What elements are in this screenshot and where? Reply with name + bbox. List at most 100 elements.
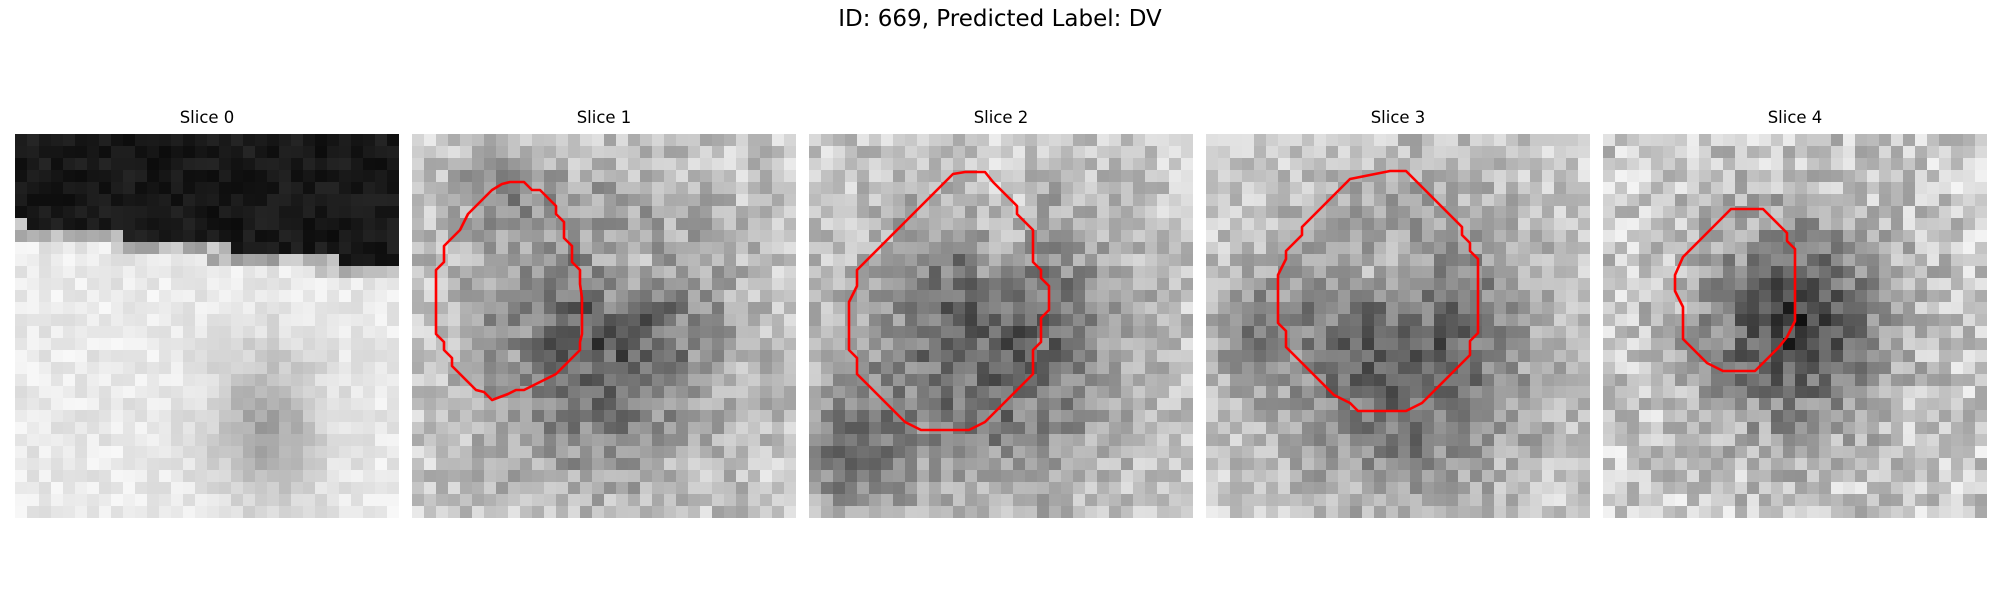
- pixel-cell: [1494, 206, 1507, 219]
- pixel-cell: [736, 386, 749, 399]
- pixel-cell: [1206, 410, 1219, 423]
- pixel-cell: [989, 362, 1002, 375]
- pixel-cell: [1903, 170, 1916, 183]
- pixel-cell: [893, 182, 906, 195]
- pixel-cell: [905, 482, 918, 495]
- pixel-cell: [1302, 458, 1315, 471]
- pixel-cell: [1097, 134, 1110, 147]
- pixel-cell: [135, 314, 148, 327]
- pixel-cell: [1615, 350, 1628, 363]
- pixel-cell: [1230, 194, 1243, 207]
- pixel-cell: [965, 494, 978, 507]
- pixel-cell: [688, 302, 701, 315]
- pixel-cell: [1218, 194, 1231, 207]
- pixel-cell: [219, 386, 232, 399]
- pixel-cell: [39, 338, 52, 351]
- pixel-cell: [1879, 218, 1892, 231]
- pixel-cell: [1230, 326, 1243, 339]
- pixel-cell: [51, 182, 64, 195]
- pixel-cell: [1362, 302, 1375, 315]
- pixel-cell: [1554, 482, 1567, 495]
- pixel-cell: [1566, 410, 1579, 423]
- pixel-cell: [917, 302, 930, 315]
- pixel-cell: [532, 494, 545, 507]
- pixel-cell: [1121, 170, 1134, 183]
- pixel-cell: [39, 422, 52, 435]
- pixel-cell: [135, 230, 148, 243]
- pixel-cell: [977, 218, 990, 231]
- pixel-cell: [1975, 374, 1987, 387]
- pixel-cell: [1687, 194, 1700, 207]
- pixel-cell: [1097, 434, 1110, 447]
- pixel-cell: [75, 206, 88, 219]
- pixel-cell: [1446, 134, 1459, 147]
- pixel-cell: [917, 326, 930, 339]
- pixel-cell: [1109, 398, 1122, 411]
- pixel-cell: [1181, 422, 1193, 435]
- pixel-cell: [1061, 362, 1074, 375]
- pixel-cell: [1831, 446, 1844, 459]
- pixel-cell: [604, 218, 617, 231]
- pixel-cell: [375, 254, 388, 267]
- pixel-cell: [1747, 158, 1760, 171]
- pixel-cell: [1963, 398, 1976, 411]
- pixel-cell: [736, 290, 749, 303]
- pixel-cell: [1639, 254, 1652, 267]
- pixel-cell: [1121, 314, 1134, 327]
- pixel-cell: [736, 146, 749, 159]
- pixel-cell: [604, 266, 617, 279]
- pixel-cell: [1013, 434, 1026, 447]
- pixel-cell: [1097, 182, 1110, 195]
- pixel-cell: [941, 134, 954, 147]
- pixel-cell: [1615, 446, 1628, 459]
- pixel-cell: [424, 230, 437, 243]
- pixel-cell: [1879, 194, 1892, 207]
- pixel-cell: [700, 350, 713, 363]
- pixel-cell: [1819, 146, 1832, 159]
- pixel-cell: [279, 206, 292, 219]
- pixel-cell: [315, 170, 328, 183]
- pixel-cell: [1819, 194, 1832, 207]
- pixel-cell: [1542, 470, 1555, 483]
- pixel-cell: [1494, 158, 1507, 171]
- pixel-cell: [1362, 266, 1375, 279]
- pixel-cell: [833, 290, 846, 303]
- pixel-cell: [412, 374, 425, 387]
- pixel-cell: [436, 362, 449, 375]
- pixel-cell: [1314, 278, 1327, 291]
- pixel-cell: [1458, 470, 1471, 483]
- pixel-cell: [99, 158, 112, 171]
- pixel-cell: [1951, 386, 1964, 399]
- pixel-cell: [1807, 374, 1820, 387]
- pixel-cell: [1398, 302, 1411, 315]
- pixel-cell: [1470, 242, 1483, 255]
- pixel-cell: [1109, 386, 1122, 399]
- pixel-cell: [664, 242, 677, 255]
- pixel-cell: [1350, 230, 1363, 243]
- pixel-cell: [267, 494, 280, 507]
- pixel-cell: [917, 494, 930, 507]
- pixel-cell: [1422, 290, 1435, 303]
- pixel-cell: [869, 314, 882, 327]
- pixel-cell: [1278, 326, 1291, 339]
- pixel-cell: [1109, 146, 1122, 159]
- pixel-cell: [712, 350, 725, 363]
- pixel-cell: [953, 410, 966, 423]
- pixel-cell: [1735, 350, 1748, 363]
- pixel-cell: [833, 158, 846, 171]
- pixel-cell: [1350, 326, 1363, 339]
- pixel-cell: [1566, 182, 1579, 195]
- pixel-cell: [1181, 230, 1193, 243]
- pixel-cell: [1651, 194, 1664, 207]
- pixel-cell: [652, 326, 665, 339]
- pixel-cell: [267, 278, 280, 291]
- pixel-cell: [1855, 290, 1868, 303]
- pixel-cell: [1470, 326, 1483, 339]
- pixel-cell: [1470, 290, 1483, 303]
- pixel-cell: [27, 410, 40, 423]
- pixel-cell: [375, 350, 388, 363]
- pixel-cell: [953, 494, 966, 507]
- pixel-cell: [1398, 506, 1411, 518]
- pixel-cell: [869, 254, 882, 267]
- pixel-cell: [1627, 446, 1640, 459]
